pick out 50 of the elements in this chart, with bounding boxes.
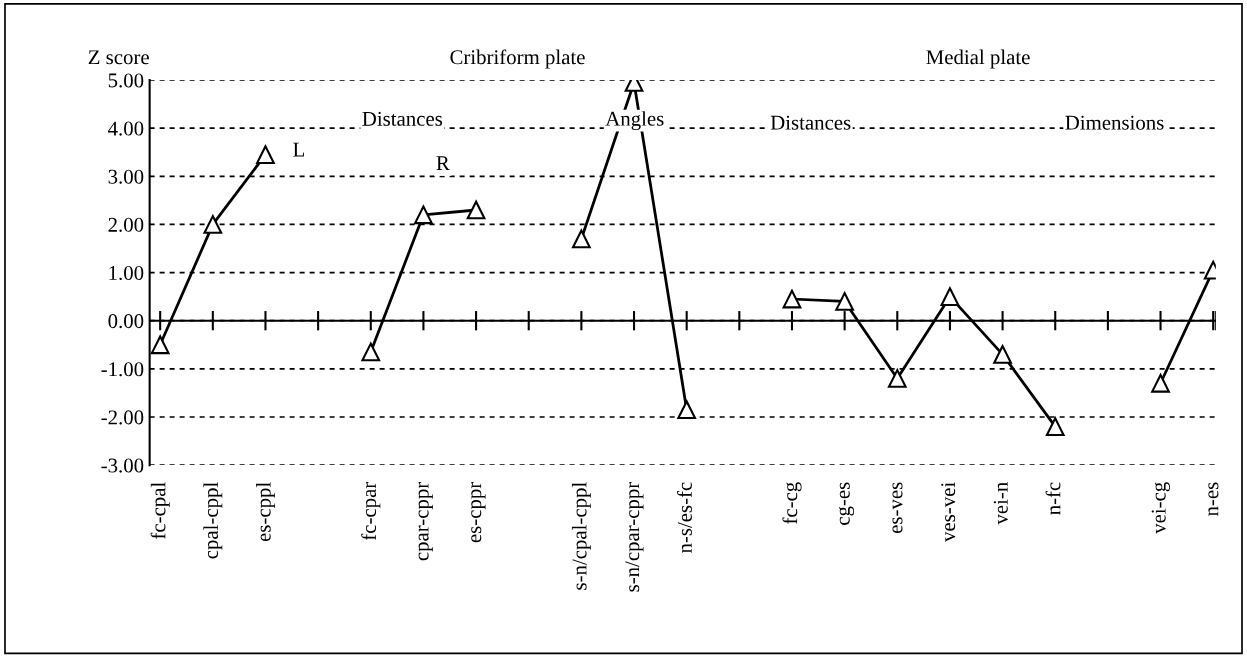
x-tick-label: ves-vei xyxy=(941,482,956,542)
x-tick-label: fc-cg xyxy=(782,482,802,524)
x-tick-label: n-s/es-fc xyxy=(677,482,692,554)
text: Medial plate xyxy=(926,49,1030,69)
x-tick-label: fc-cpal xyxy=(150,482,170,539)
annotation: R xyxy=(436,156,450,170)
y-tick-label: 5.00 xyxy=(108,73,144,88)
x-tick-label: es-cppl xyxy=(256,482,275,542)
point xyxy=(1045,417,1065,436)
y-tick-label: 1.00 xyxy=(109,265,144,281)
point xyxy=(414,205,433,225)
x-tick-label: vei-cg xyxy=(1151,482,1170,534)
point xyxy=(835,292,855,311)
y-tick-label: 2.00 xyxy=(108,217,144,232)
point xyxy=(361,342,381,362)
annotation: Angles xyxy=(605,111,664,131)
point xyxy=(993,345,1012,364)
y-axis-title: Z score xyxy=(88,50,149,65)
annotation: L xyxy=(293,142,305,157)
point xyxy=(203,215,223,234)
annotation: Dimensions xyxy=(1065,115,1164,130)
point xyxy=(256,145,275,165)
point xyxy=(150,335,170,355)
y-tick-label: -3.00 xyxy=(101,458,144,473)
x-tick-label: vei-n xyxy=(993,482,1008,525)
y-tick-label: 4.00 xyxy=(108,121,144,136)
annotation: Distances xyxy=(362,111,443,126)
point xyxy=(466,200,486,220)
x-tick-label: cpal-cppl xyxy=(203,482,223,559)
x-tick-label: es-cppr xyxy=(471,481,486,543)
point xyxy=(782,289,802,309)
x-tick-label: n-es xyxy=(1208,482,1219,516)
x-tick-label: s-n/cpal-cppl xyxy=(571,482,591,590)
x-tick-label: s-n/cpar-cppr xyxy=(625,481,644,592)
point xyxy=(677,400,697,420)
point xyxy=(572,229,591,249)
text: Cribriform plate xyxy=(450,49,585,69)
point xyxy=(940,287,960,307)
point xyxy=(887,369,907,388)
x-tick-label: es-ves xyxy=(892,482,903,534)
x-tick-label: fc-cpar xyxy=(361,481,381,541)
point xyxy=(1151,373,1170,393)
x-tick-label: n-fc xyxy=(1045,482,1061,515)
x-tick-label: cpar-cppr xyxy=(418,481,433,561)
y-tick-label: -1.00 xyxy=(101,362,144,377)
x-tick-label: cg-es xyxy=(838,482,855,525)
y-tick-label: 3.00 xyxy=(108,169,144,184)
y-tick-label: -2.00 xyxy=(101,410,144,425)
y-tick-label: 0.00 xyxy=(108,314,144,329)
annotation: Distances xyxy=(770,115,851,130)
